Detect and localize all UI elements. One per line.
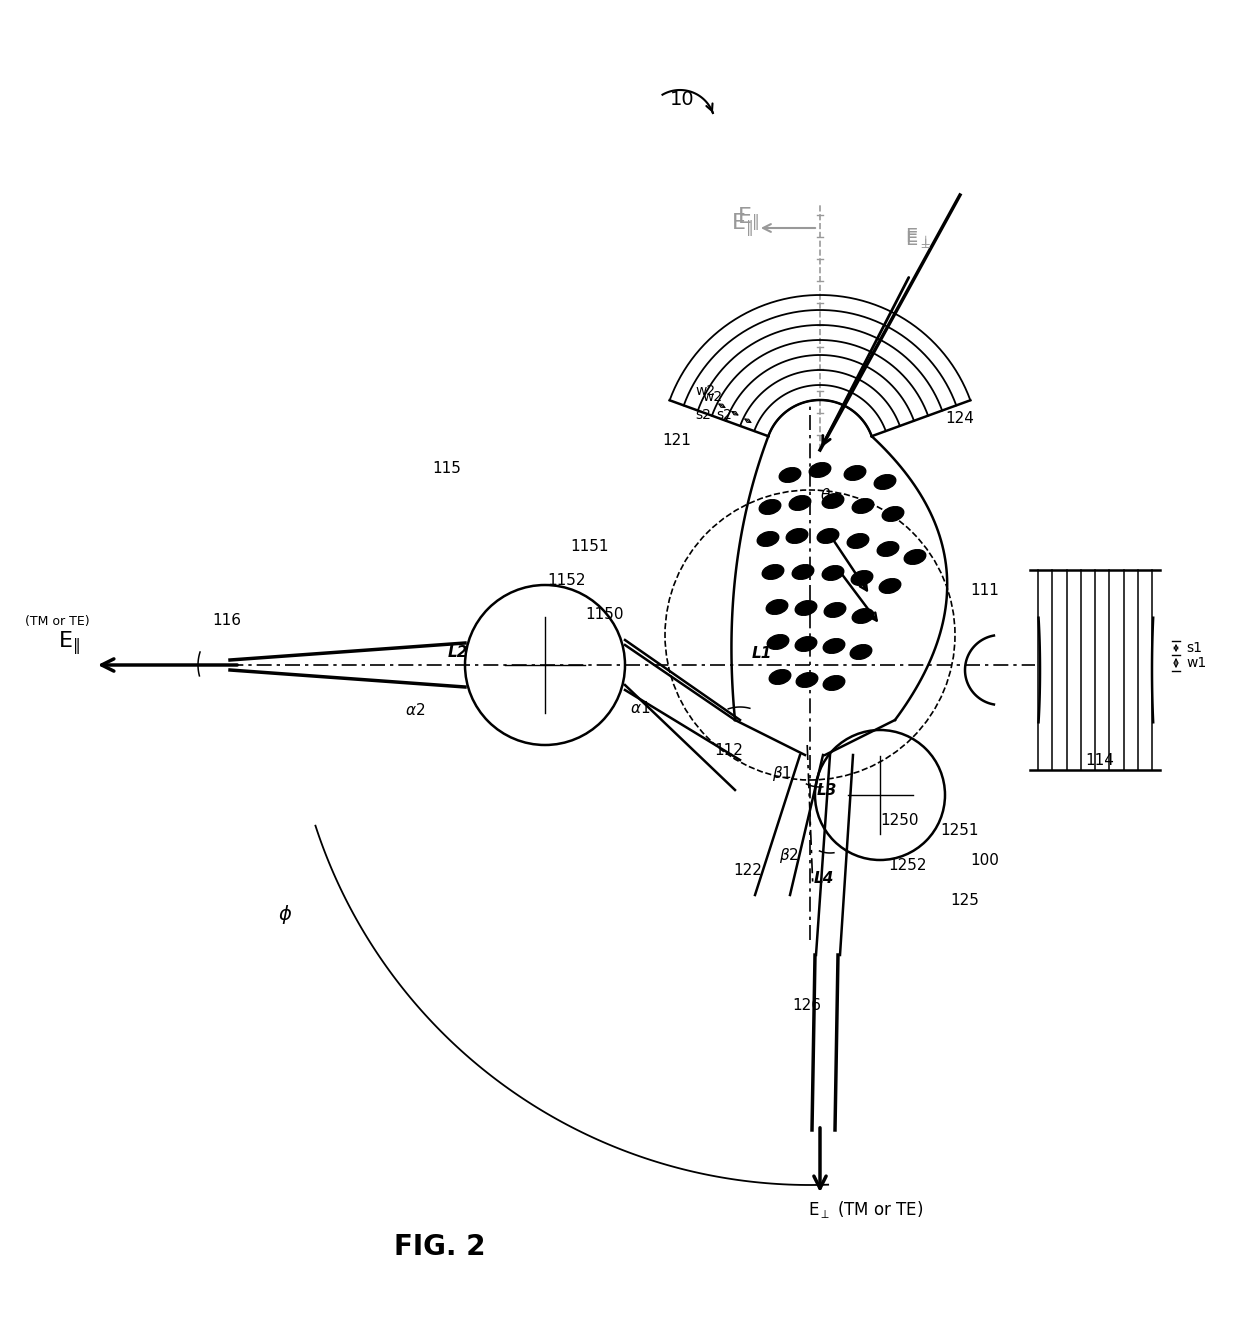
Text: 125: 125 (950, 893, 978, 908)
Ellipse shape (879, 579, 900, 594)
Text: 10: 10 (670, 90, 694, 109)
Ellipse shape (763, 564, 784, 579)
Ellipse shape (823, 676, 844, 690)
Ellipse shape (789, 496, 811, 510)
Ellipse shape (825, 603, 846, 617)
Text: 100: 100 (970, 853, 999, 868)
Ellipse shape (852, 608, 874, 623)
Text: w1: w1 (1185, 656, 1207, 670)
Text: $\theta$: $\theta$ (820, 488, 831, 504)
Text: w2: w2 (703, 391, 723, 404)
Text: w2: w2 (694, 384, 715, 398)
Text: $\beta$1: $\beta$1 (773, 765, 792, 783)
Text: $\mathregular{E}_{\perp}$: $\mathregular{E}_{\perp}$ (905, 227, 931, 248)
Ellipse shape (851, 645, 872, 660)
Text: 1251: 1251 (940, 823, 978, 837)
Ellipse shape (851, 571, 873, 586)
Text: $\mathregular{E}_{\perp}$: $\mathregular{E}_{\perp}$ (905, 229, 931, 250)
Text: L4: L4 (813, 871, 835, 886)
Text: 122: 122 (733, 863, 761, 878)
Ellipse shape (766, 600, 787, 615)
Ellipse shape (823, 639, 844, 653)
Ellipse shape (768, 635, 789, 649)
Ellipse shape (810, 462, 831, 477)
Ellipse shape (847, 534, 869, 549)
Text: 126: 126 (792, 998, 821, 1014)
Ellipse shape (795, 637, 817, 652)
Ellipse shape (874, 474, 895, 489)
Ellipse shape (759, 500, 781, 514)
Text: 1151: 1151 (570, 539, 609, 554)
Ellipse shape (786, 529, 807, 543)
Text: $\alpha$1: $\alpha$1 (630, 700, 650, 716)
Ellipse shape (792, 564, 813, 579)
Text: s2: s2 (694, 408, 711, 421)
Text: 121: 121 (662, 433, 691, 448)
Ellipse shape (844, 465, 866, 481)
Text: 1250: 1250 (880, 814, 919, 828)
Ellipse shape (877, 542, 899, 556)
Text: 114: 114 (1085, 753, 1114, 768)
Ellipse shape (852, 498, 874, 513)
Text: FIG. 2: FIG. 2 (394, 1234, 486, 1261)
Ellipse shape (817, 529, 838, 543)
Text: 111: 111 (970, 583, 999, 598)
Text: 1150: 1150 (585, 607, 624, 621)
Text: L2: L2 (448, 645, 469, 660)
Ellipse shape (904, 550, 926, 564)
Text: (TM or TE): (TM or TE) (25, 615, 89, 628)
Text: 1252: 1252 (888, 859, 926, 873)
Text: L3: L3 (817, 783, 837, 798)
Text: 116: 116 (212, 613, 241, 628)
Ellipse shape (882, 506, 904, 521)
Ellipse shape (822, 566, 843, 580)
Text: 112: 112 (714, 743, 743, 758)
Text: 1152: 1152 (547, 572, 585, 588)
Ellipse shape (758, 531, 779, 546)
Text: $\mathregular{E}_{\mathregular{\|}}$: $\mathregular{E}_{\mathregular{\|}}$ (58, 629, 81, 657)
Ellipse shape (769, 669, 791, 684)
Text: 124: 124 (945, 411, 973, 427)
Ellipse shape (822, 494, 843, 509)
Ellipse shape (796, 673, 817, 688)
Text: $\mathregular{E}_{\mathregular{\|}}$: $\mathregular{E}_{\mathregular{\|}}$ (732, 211, 753, 238)
Text: $\alpha$2: $\alpha$2 (405, 702, 425, 718)
Text: $\beta$2: $\beta$2 (779, 845, 799, 865)
Ellipse shape (795, 600, 817, 615)
Text: s1: s1 (1185, 641, 1202, 655)
Text: s2: s2 (715, 408, 732, 421)
Ellipse shape (779, 468, 801, 482)
Text: $\mathregular{E}_{\perp}$ (TM or TE): $\mathregular{E}_{\perp}$ (TM or TE) (808, 1199, 924, 1220)
Text: 115: 115 (432, 461, 461, 476)
Text: $\phi$: $\phi$ (278, 904, 293, 926)
Text: $\mathregular{E}_{\mathregular{\|}}$: $\mathregular{E}_{\mathregular{\|}}$ (737, 205, 759, 233)
Text: L1: L1 (751, 647, 773, 661)
